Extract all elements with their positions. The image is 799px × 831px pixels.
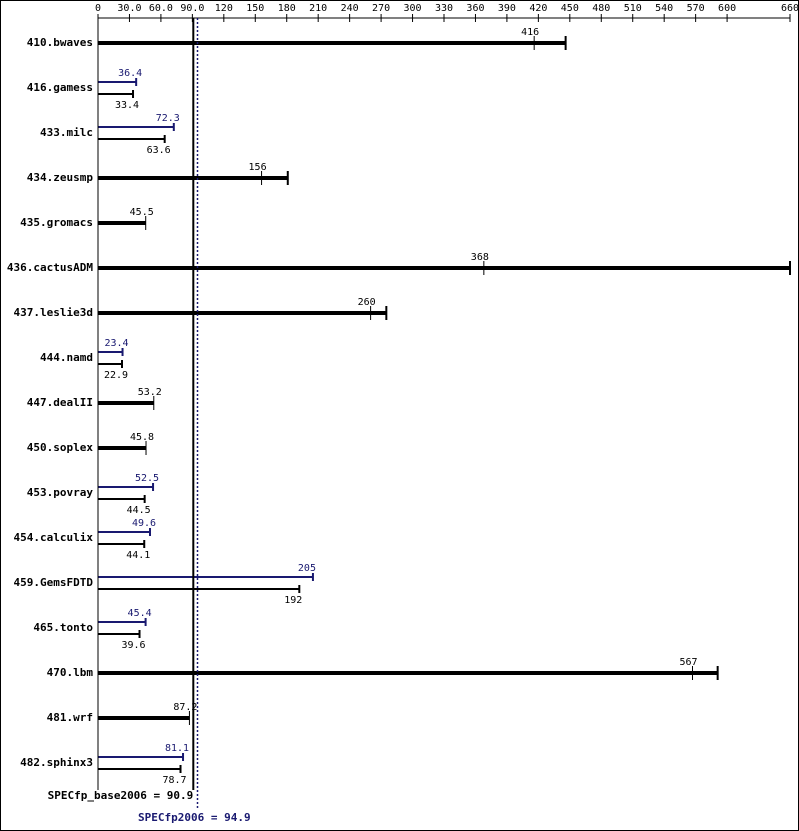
- base-bar: [98, 401, 154, 405]
- base-value-label: 33.4: [115, 100, 139, 111]
- base-bar: [98, 716, 190, 720]
- benchmark-label: 444.namd: [40, 351, 93, 364]
- base-bar: [98, 93, 134, 95]
- peak-value-label: 81.1: [165, 743, 189, 754]
- benchmark-label: 433.milc: [40, 126, 93, 139]
- base-bar: [98, 138, 165, 140]
- base-bar: [98, 498, 145, 500]
- x-tick-label: 120: [215, 3, 233, 14]
- peak-value-label: 72.3: [156, 113, 180, 124]
- peak-bar: [98, 486, 154, 488]
- base-mean-label: SPECfp_base2006 = 90.9: [48, 789, 194, 802]
- base-bar: [98, 266, 790, 270]
- x-tick-label: 420: [529, 3, 547, 14]
- benchmark-label: 453.povray: [27, 486, 94, 499]
- base-bar: [98, 633, 140, 635]
- x-tick-label: 150: [246, 3, 264, 14]
- x-tick-label: 240: [341, 3, 359, 14]
- benchmark-label: 447.dealII: [27, 396, 93, 409]
- base-value-label: 22.9: [104, 370, 128, 381]
- x-tick-label: 540: [655, 3, 673, 14]
- base-value-label: 45.8: [130, 432, 154, 443]
- base-value-label: 567: [679, 657, 697, 668]
- benchmark-label: 416.gamess: [27, 81, 93, 94]
- base-bar: [98, 768, 181, 770]
- benchmark-label: 482.sphinx3: [20, 756, 93, 769]
- base-value-label: 63.6: [147, 145, 171, 156]
- base-value-label: 87.2: [173, 702, 197, 713]
- x-tick-label: 510: [624, 3, 642, 14]
- base-value-label: 368: [471, 252, 489, 263]
- benchmark-label: 434.zeusmp: [27, 171, 94, 184]
- benchmark-label: 470.lbm: [47, 666, 94, 679]
- base-value-label: 260: [358, 297, 376, 308]
- x-tick-label: 30.0: [117, 3, 141, 14]
- x-tick-label: 300: [404, 3, 422, 14]
- benchmark-label: 410.bwaves: [27, 36, 93, 49]
- x-tick-label: 660: [781, 3, 799, 14]
- peak-bar: [98, 756, 184, 758]
- peak-value-label: 205: [298, 563, 316, 574]
- base-bar: [98, 311, 387, 315]
- x-tick-label: 330: [435, 3, 453, 14]
- x-tick-label: 90.0: [180, 3, 204, 14]
- x-tick-label: 180: [278, 3, 296, 14]
- base-value-label: 78.7: [162, 775, 186, 786]
- peak-value-label: 52.5: [135, 473, 159, 484]
- peak-bar: [98, 126, 174, 128]
- x-tick-label: 60.0: [149, 3, 173, 14]
- base-bar: [98, 41, 566, 45]
- benchmark-label: 465.tonto: [33, 621, 93, 634]
- benchmark-label: 437.leslie3d: [14, 306, 93, 319]
- x-tick-label: 0: [95, 3, 101, 14]
- base-value-label: 44.1: [126, 550, 150, 561]
- base-value-label: 39.6: [121, 640, 145, 651]
- x-tick-label: 480: [592, 3, 610, 14]
- base-value-label: 53.2: [138, 387, 162, 398]
- x-tick-label: 360: [466, 3, 484, 14]
- peak-value-label: 36.4: [118, 68, 142, 79]
- x-tick-label: 600: [718, 3, 736, 14]
- peak-value-label: 23.4: [104, 338, 128, 349]
- peak-mean-label: SPECfp2006 = 94.9: [138, 811, 251, 824]
- benchmark-label: 481.wrf: [47, 711, 93, 724]
- base-bar: [98, 543, 145, 545]
- peak-bar: [98, 531, 151, 533]
- base-value-label: 416: [521, 27, 539, 38]
- benchmark-label: 436.cactusADM: [7, 261, 93, 274]
- x-tick-label: 450: [561, 3, 579, 14]
- peak-value-label: 45.4: [128, 608, 152, 619]
- x-tick-label: 270: [372, 3, 390, 14]
- base-value-label: 45.5: [130, 207, 154, 218]
- benchmark-label: 435.gromacs: [20, 216, 93, 229]
- base-bar: [98, 363, 123, 365]
- base-bar: [98, 671, 718, 675]
- peak-bar: [98, 621, 146, 623]
- base-value-label: 44.5: [127, 505, 151, 516]
- benchmark-label: 459.GemsFDTD: [14, 576, 94, 589]
- base-value-label: 156: [249, 162, 267, 173]
- peak-bar: [98, 351, 123, 353]
- base-value-label: 192: [284, 595, 302, 606]
- x-tick-label: 390: [498, 3, 516, 14]
- benchmark-label: 450.soplex: [27, 441, 94, 454]
- peak-bar: [98, 576, 313, 578]
- base-bar: [98, 588, 300, 590]
- peak-bar: [98, 81, 137, 83]
- x-tick-label: 570: [687, 3, 705, 14]
- x-tick-label: 210: [309, 3, 327, 14]
- base-bar: [98, 221, 146, 225]
- peak-value-label: 49.6: [132, 518, 156, 529]
- benchmark-label: 454.calculix: [14, 531, 94, 544]
- base-bar: [98, 446, 147, 450]
